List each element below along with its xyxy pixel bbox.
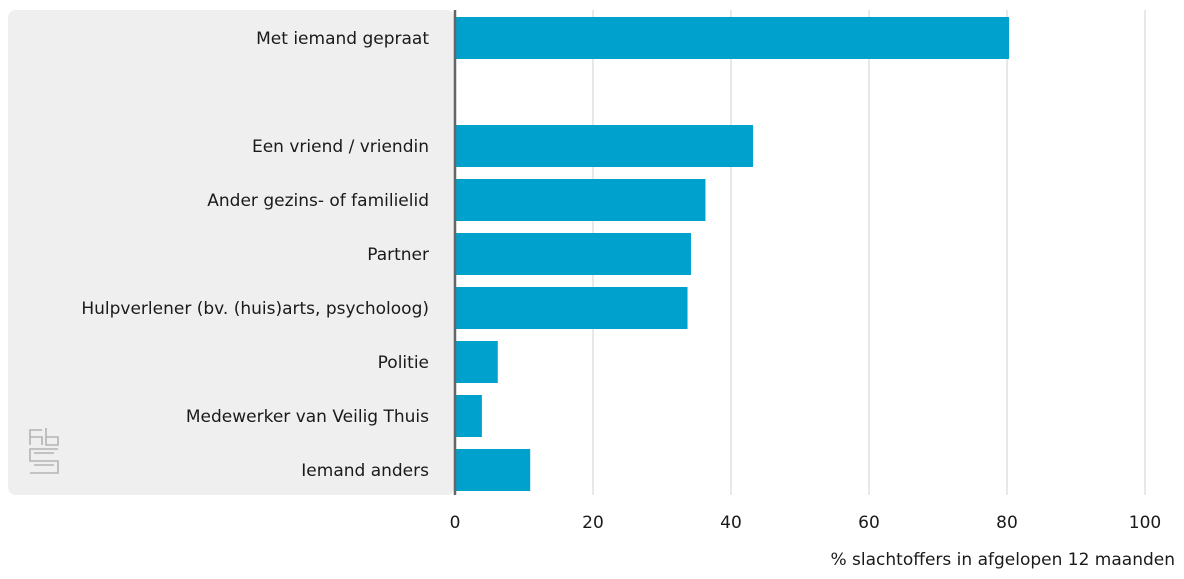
category-label: Medewerker van Veilig Thuis (186, 407, 429, 427)
bar (455, 287, 688, 329)
bar (455, 449, 531, 491)
x-tick-label: 100 (1129, 513, 1161, 533)
bars (455, 17, 1010, 491)
category-label: Politie (378, 353, 429, 373)
x-axis-title: % slachtoffers in afgelopen 12 maanden (831, 550, 1176, 570)
cbs-logo-icon (29, 428, 59, 474)
bar (455, 341, 498, 383)
category-label-panel (8, 10, 455, 495)
category-label: Met iemand gepraat (256, 29, 429, 49)
x-tick-label: 20 (582, 513, 604, 533)
x-tick-label: 60 (858, 513, 880, 533)
category-label: Een vriend / vriendin (252, 137, 429, 157)
category-label: Iemand anders (301, 461, 429, 481)
x-tick-labels: 0 20 40 60 80 100 (450, 513, 1162, 533)
x-tick-label: 0 (450, 513, 461, 533)
bar (455, 233, 691, 275)
bar (455, 17, 1010, 59)
category-label: Hulpverlener (bv. (huis)arts, psycholoog… (81, 299, 429, 319)
category-label: Partner (367, 245, 429, 265)
x-tick-label: 80 (996, 513, 1018, 533)
x-tick-label: 40 (720, 513, 742, 533)
category-label: Ander gezins- of familielid (207, 191, 429, 211)
bar (455, 125, 754, 167)
bar (455, 395, 482, 437)
category-labels: Met iemand gepraat Een vriend / vriendin A… (81, 29, 429, 481)
bar (455, 179, 706, 221)
